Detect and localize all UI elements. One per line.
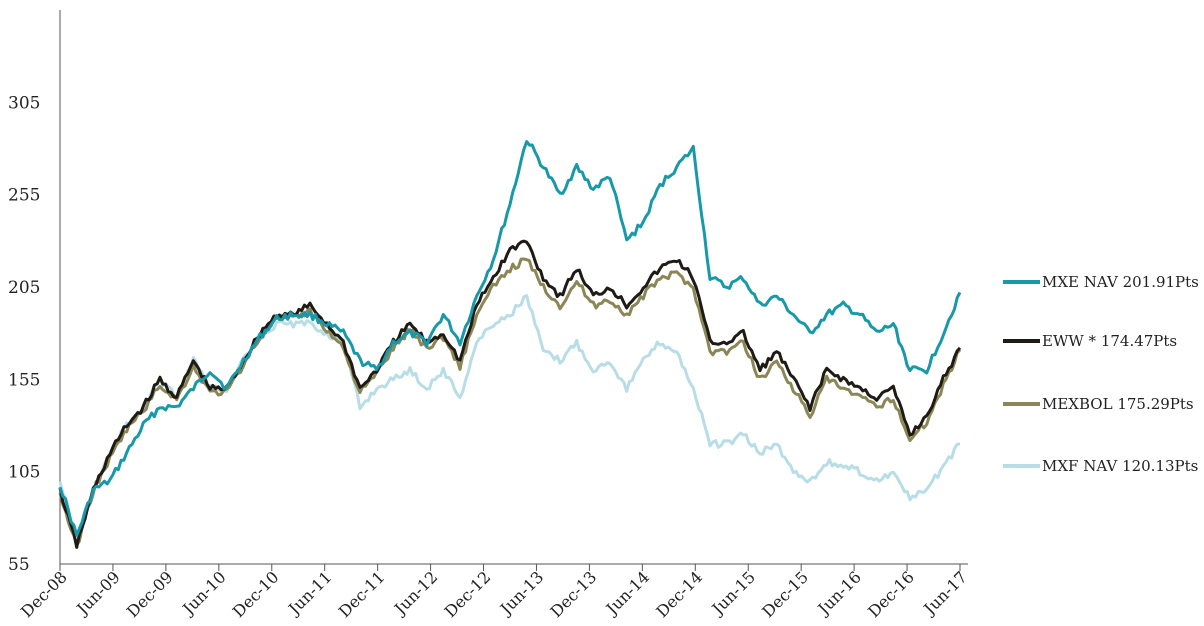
x-tick-label: Dec-08	[17, 567, 71, 621]
x-tick-label: Jun-09	[72, 567, 124, 619]
x-tick-label: Dec-11	[335, 567, 389, 621]
x-tick-label: Dec-13	[546, 567, 600, 621]
x-tick-label: Jun-16	[813, 567, 865, 619]
x-tick-label: Dec-09	[123, 567, 177, 621]
x-tick-label: Jun-11	[283, 567, 335, 619]
x-tick-label: Dec-12	[441, 567, 495, 621]
x-tick-label: Dec-16	[864, 567, 918, 621]
x-tick-label: Jun-17	[919, 567, 971, 619]
y-tick-label: 155	[8, 370, 40, 390]
legend-label-4: MXF NAV 120.13Pts	[1042, 457, 1198, 475]
series-layer	[58, 140, 962, 549]
legend-label-1: MXE NAV 201.91Pts	[1042, 273, 1199, 291]
y-tick-label: 105	[8, 463, 40, 483]
x-tick-label: Jun-13	[495, 567, 547, 619]
x-tick-label: Jun-10	[177, 567, 229, 619]
x-tick-label: Dec-10	[229, 567, 283, 621]
legend-label-3: MEXBOL 175.29Pts	[1042, 395, 1194, 413]
y-tick-label: 255	[8, 186, 40, 206]
series-line-2	[58, 239, 962, 549]
x-tick-label: Jun-14	[601, 567, 653, 619]
y-tick-label: 205	[8, 278, 40, 298]
series-line-4	[58, 294, 961, 548]
x-tick-label: Dec-15	[758, 567, 812, 621]
legend-label-2: EWW * 174.47Pts	[1042, 332, 1177, 350]
chart-legend: MXE NAV 201.91Pts EWW * 174.47Pts MEXBOL 1…	[1003, 273, 1199, 475]
x-tick-label: Jun-15	[707, 567, 759, 619]
series-line-1	[58, 140, 962, 537]
y-tick-label: 305	[8, 93, 40, 113]
y-tick-label: 55	[8, 555, 30, 575]
x-tick-label: Dec-14	[652, 567, 706, 621]
series-line-3	[58, 257, 962, 547]
x-tick-label: Jun-12	[389, 567, 441, 619]
